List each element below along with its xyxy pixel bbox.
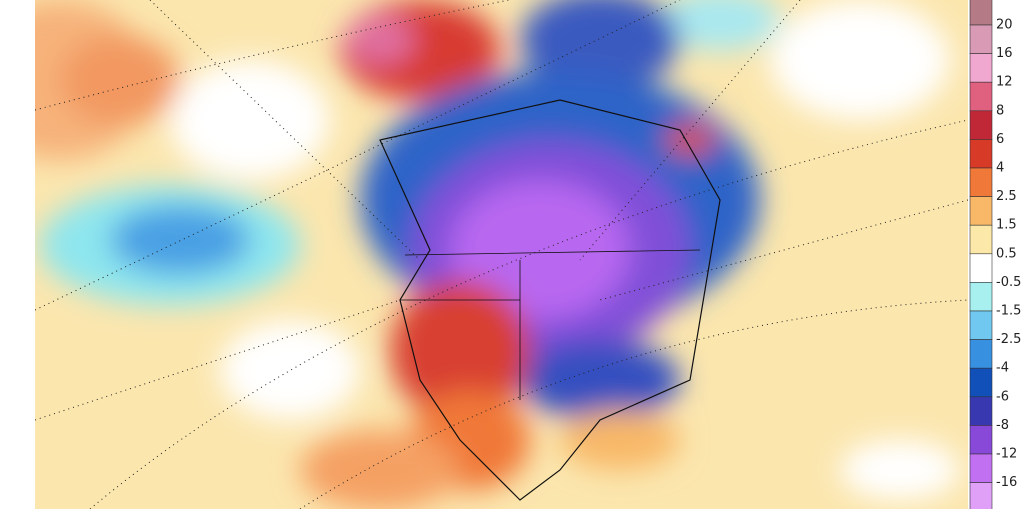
- colorbar-label: -1.5: [996, 304, 1021, 319]
- colorbar-swatch: [969, 0, 993, 26]
- colorbar-label: -8: [996, 418, 1009, 433]
- colorbar-label: 6: [996, 132, 1004, 147]
- colorbar-label: -0.5: [996, 275, 1021, 290]
- colorbar-swatch: [969, 282, 993, 312]
- colorbar: 20 16 12 8 6 4 2.5 1.5 0.5 -0.5 -1.5 -2.5 -4 -6 -8 -12 -…: [969, 0, 1021, 509]
- colorbar-swatch: [969, 110, 993, 140]
- colorbar-label: -2.5: [996, 332, 1021, 347]
- colorbar-label: -16: [996, 475, 1017, 490]
- colorbar-label: -4: [996, 361, 1009, 376]
- colorbar-label: 0.5: [996, 246, 1017, 261]
- colorbar-label: 20: [996, 18, 1013, 33]
- colorbar-swatch: [969, 253, 993, 283]
- colorbar-label: 2.5: [996, 189, 1017, 204]
- colorbar-swatch: [969, 81, 993, 112]
- colorbar-swatch: [969, 425, 993, 455]
- colorbar-swatch: [969, 139, 993, 169]
- colorbar-swatch: [969, 310, 993, 340]
- colorbar-label: 8: [996, 103, 1004, 118]
- colorbar-swatch: [969, 224, 993, 255]
- colorbar-swatch: [969, 453, 993, 483]
- colorbar-swatch: [969, 196, 993, 226]
- colorbar-swatch: [969, 396, 993, 426]
- colorbar-label: 4: [996, 161, 1004, 176]
- anomaly-map: [35, 0, 968, 509]
- colorbar-label: -12: [996, 447, 1017, 462]
- coastline: [379, 99, 721, 501]
- colorbar-label: -6: [996, 389, 1009, 404]
- colorbar-swatch: [969, 167, 993, 197]
- borders: [400, 249, 701, 400]
- colorbar-label: 16: [996, 46, 1013, 61]
- colorbar-swatch: [969, 24, 993, 54]
- colorbar-label: 1.5: [996, 218, 1017, 233]
- colorbar-swatch: [969, 482, 993, 509]
- colorbar-swatch: [969, 367, 993, 398]
- colorbar-swatch: [969, 339, 993, 369]
- graticule: [35, 0, 968, 509]
- colorbar-label: 12: [996, 75, 1013, 90]
- colorbar-swatch: [969, 53, 993, 83]
